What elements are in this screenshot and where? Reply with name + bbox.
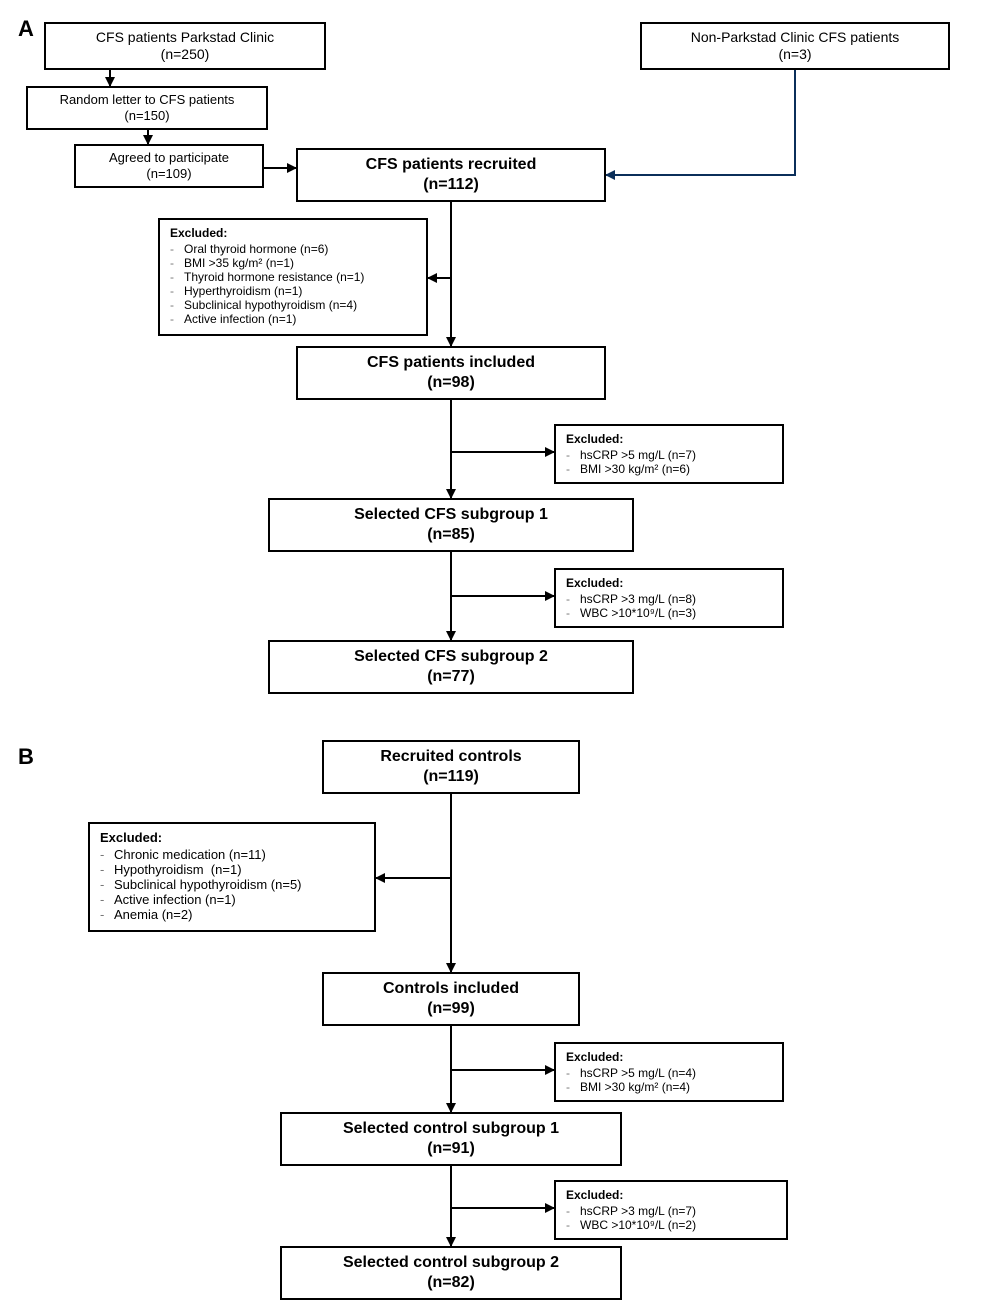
exclusion-item: Oral thyroid hormone (n=6)	[170, 242, 416, 256]
panel-label-b: B	[18, 744, 34, 770]
node-count: (n=109)	[146, 166, 191, 182]
exclusion-item: hsCRP >5 mg/L (n=4)	[566, 1066, 772, 1080]
exclusion-a_ex3: Excluded: hsCRP >3 mg/L (n=8)WBC >10*10⁹/…	[554, 568, 784, 628]
node-count: (n=250)	[161, 46, 210, 64]
edge-e4	[606, 70, 795, 175]
node-count: (n=82)	[427, 1273, 475, 1293]
node-a_recruited: CFS patients recruited(n=112)	[296, 148, 606, 202]
exclusion-item: WBC >10*10⁹/L (n=3)	[566, 606, 772, 620]
exclusion-header: Excluded:	[170, 226, 416, 240]
node-count: (n=112)	[423, 175, 479, 195]
exclusion-list: Oral thyroid hormone (n=6)BMI >35 kg/m² …	[170, 242, 416, 326]
exclusion-list: hsCRP >5 mg/L (n=7)BMI >30 kg/m² (n=6)	[566, 448, 772, 476]
exclusion-list: hsCRP >5 mg/L (n=4)BMI >30 kg/m² (n=4)	[566, 1066, 772, 1094]
node-title: Controls included	[383, 979, 519, 999]
node-title: Agreed to participate	[109, 150, 229, 166]
exclusion-header: Excluded:	[566, 432, 772, 446]
node-title: CFS patients Parkstad Clinic	[96, 29, 274, 47]
node-title: Recruited controls	[380, 747, 521, 767]
node-title: Non-Parkstad Clinic CFS patients	[691, 29, 900, 47]
flowchart-canvas: A B CFS patients Parkstad Clinic(n=250) N…	[0, 0, 988, 1310]
node-a_sub2: Selected CFS subgroup 2(n=77)	[268, 640, 634, 694]
node-title: CFS patients recruited	[366, 155, 537, 175]
node-title: Selected control subgroup 1	[343, 1119, 559, 1139]
node-count: (n=91)	[427, 1139, 475, 1159]
exclusion-list: Chronic medication (n=11)Hypothyroidism …	[100, 847, 364, 922]
node-count: (n=85)	[427, 525, 475, 545]
exclusion-item: Anemia (n=2)	[100, 907, 364, 922]
exclusion-header: Excluded:	[566, 1050, 772, 1064]
exclusion-item: hsCRP >5 mg/L (n=7)	[566, 448, 772, 462]
node-a_nonpark: Non-Parkstad Clinic CFS patients(n=3)	[640, 22, 950, 70]
node-count: (n=119)	[423, 767, 479, 787]
node-b_sub2: Selected control subgroup 2(n=82)	[280, 1246, 622, 1300]
exclusion-header: Excluded:	[100, 830, 364, 845]
node-count: (n=3)	[778, 46, 811, 64]
node-title: Selected control subgroup 2	[343, 1253, 559, 1273]
node-a_sub1: Selected CFS subgroup 1(n=85)	[268, 498, 634, 552]
node-a_random: Random letter to CFS patients(n=150)	[26, 86, 268, 130]
exclusion-item: Chronic medication (n=11)	[100, 847, 364, 862]
exclusion-item: BMI >30 kg/m² (n=4)	[566, 1080, 772, 1094]
node-count: (n=99)	[427, 999, 475, 1019]
exclusion-item: WBC >10*10⁹/L (n=2)	[566, 1218, 776, 1232]
node-b_included: Controls included(n=99)	[322, 972, 580, 1026]
exclusion-item: Hyperthyroidism (n=1)	[170, 284, 416, 298]
node-count: (n=150)	[124, 108, 169, 124]
node-b_recruited: Recruited controls(n=119)	[322, 740, 580, 794]
exclusion-header: Excluded:	[566, 576, 772, 590]
node-a_included: CFS patients included(n=98)	[296, 346, 606, 400]
exclusion-item: hsCRP >3 mg/L (n=7)	[566, 1204, 776, 1218]
node-count: (n=98)	[427, 373, 475, 393]
panel-label-a: A	[18, 16, 34, 42]
exclusion-header: Excluded:	[566, 1188, 776, 1202]
exclusion-item: Thyroid hormone resistance (n=1)	[170, 270, 416, 284]
node-count: (n=77)	[427, 667, 475, 687]
node-title: Selected CFS subgroup 1	[354, 505, 548, 525]
exclusion-item: BMI >35 kg/m² (n=1)	[170, 256, 416, 270]
node-a_parkstad: CFS patients Parkstad Clinic(n=250)	[44, 22, 326, 70]
exclusion-a_ex2: Excluded: hsCRP >5 mg/L (n=7)BMI >30 kg/m…	[554, 424, 784, 484]
exclusion-item: Active infection (n=1)	[100, 892, 364, 907]
exclusion-item: Subclinical hypothyroidism (n=4)	[170, 298, 416, 312]
exclusion-item: BMI >30 kg/m² (n=6)	[566, 462, 772, 476]
exclusion-b_ex1: Excluded: Chronic medication (n=11)Hypoth…	[88, 822, 376, 932]
exclusion-list: hsCRP >3 mg/L (n=8)WBC >10*10⁹/L (n=3)	[566, 592, 772, 620]
exclusion-a_ex1: Excluded: Oral thyroid hormone (n=6)BMI >…	[158, 218, 428, 336]
exclusion-list: hsCRP >3 mg/L (n=7)WBC >10*10⁹/L (n=2)	[566, 1204, 776, 1232]
node-b_sub1: Selected control subgroup 1(n=91)	[280, 1112, 622, 1166]
exclusion-item: Active infection (n=1)	[170, 312, 416, 326]
exclusion-b_ex2: Excluded: hsCRP >5 mg/L (n=4)BMI >30 kg/m…	[554, 1042, 784, 1102]
node-a_agreed: Agreed to participate(n=109)	[74, 144, 264, 188]
exclusion-item: hsCRP >3 mg/L (n=8)	[566, 592, 772, 606]
node-title: Selected CFS subgroup 2	[354, 647, 548, 667]
exclusion-item: Hypothyroidism (n=1)	[100, 862, 364, 877]
exclusion-item: Subclinical hypothyroidism (n=5)	[100, 877, 364, 892]
node-title: CFS patients included	[367, 353, 535, 373]
node-title: Random letter to CFS patients	[60, 92, 235, 108]
exclusion-b_ex3: Excluded: hsCRP >3 mg/L (n=7)WBC >10*10⁹/…	[554, 1180, 788, 1240]
